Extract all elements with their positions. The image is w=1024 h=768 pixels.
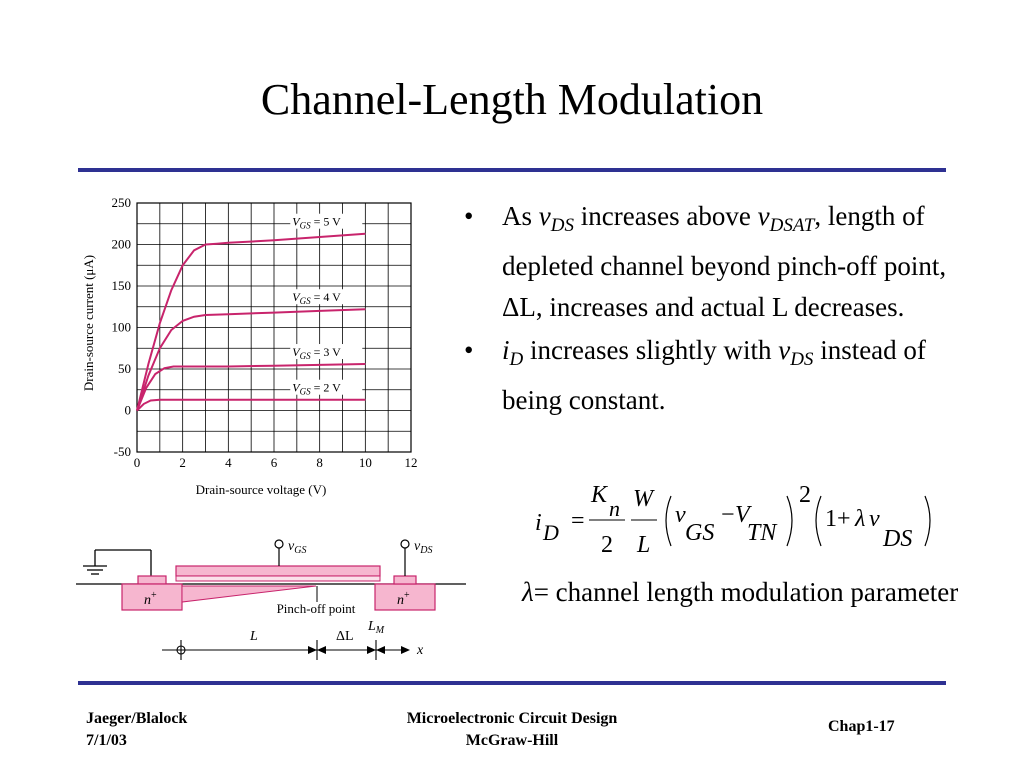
gate-oxide: [175, 575, 381, 582]
x-tick-label: 10: [359, 455, 372, 470]
svg-text:1+: 1+: [825, 506, 851, 532]
vgs-label: vGS: [288, 539, 306, 556]
ground-icon: [83, 549, 152, 582]
svg-text:=: =: [571, 508, 585, 534]
source-n-plus-label: n+: [144, 590, 157, 608]
svg-text:DS: DS: [882, 526, 912, 552]
slide-title: Channel-Length Modulation: [260, 75, 764, 124]
svg-text:v: v: [675, 502, 686, 528]
svg-text:i: i: [535, 510, 542, 536]
y-tick-label: 50: [118, 361, 131, 376]
y-tick-label: 250: [112, 195, 132, 210]
y-tick-label: -50: [114, 444, 131, 459]
svg-text:V: V: [735, 502, 752, 528]
y-tick-label: 100: [112, 320, 132, 335]
x-tick-label: 6: [271, 455, 278, 470]
series-label-bg: [290, 379, 363, 395]
y-tick-label: 200: [112, 237, 132, 252]
y-tick-label: 0: [125, 403, 132, 418]
chart-curves: [136, 232, 366, 412]
svg-text:L: L: [636, 532, 650, 558]
footer-page: Chap1-17: [828, 718, 895, 735]
channel-inversion: [181, 585, 317, 603]
delta-L-label: ΔL: [336, 629, 354, 644]
bullet-list: • As vDS increases above vDSAT, length o…: [462, 196, 962, 421]
bottom-divider: [78, 681, 946, 685]
drain-n-plus-label: n+: [397, 590, 410, 608]
series-line: [136, 232, 366, 411]
gate-electrode: [175, 565, 381, 577]
source-contact: [137, 575, 167, 585]
series-label: VGS = 5 V: [292, 215, 341, 231]
x-tick-label: 8: [316, 455, 323, 470]
svg-text:n: n: [609, 496, 620, 521]
x-tick-label: 2: [179, 455, 186, 470]
svg-text:2: 2: [799, 482, 811, 508]
vds-label: vDS: [414, 539, 432, 556]
bullet-item: • iD increases slightly with vDS instead…: [464, 335, 926, 415]
series-label-bg: [290, 344, 363, 360]
svg-text:D: D: [542, 520, 559, 545]
series-line: [136, 308, 366, 411]
x-axis-arrow-label: x: [416, 643, 424, 658]
chart-labels: VGS = 5 V VGS = 4 V VGS = 3 V VGS = 2 V: [290, 213, 363, 397]
drain-contact: [393, 575, 417, 585]
x-axis-label: Drain-source voltage (V): [196, 482, 327, 497]
bullet-item: • As vDS increases above vDSAT, length o…: [464, 201, 947, 322]
drain-current-equation: i D = K n 2 W L v GS − V TN 2 1+ λ v DS: [535, 482, 931, 558]
series-label: VGS = 4 V: [292, 290, 341, 306]
series-line: [136, 363, 366, 411]
plot-frame: [136, 202, 412, 453]
svg-text:v: v: [869, 506, 880, 532]
series-label-bg: [290, 289, 363, 305]
series-label-bg: [290, 213, 363, 229]
lambda-definition: λ= channel length modulation parameter: [522, 577, 959, 607]
length-L-label: L: [249, 629, 258, 644]
series-label: VGS = 2 V: [292, 381, 341, 397]
footer-course: Microelectronic Circuit Design McGraw-Hi…: [406, 710, 618, 749]
source-region: [121, 583, 183, 611]
chart-grid: [136, 202, 412, 453]
drain-terminal-icon: [400, 539, 410, 549]
LM-label: LM: [367, 619, 385, 636]
x-tick-label: 0: [134, 455, 141, 470]
pinch-off-label: Pinch-off point: [277, 601, 356, 616]
y-axis-label: Drain-source current (μA): [81, 255, 96, 391]
gate-terminal-icon: [274, 539, 284, 549]
footer-author: Jaeger/Blalock 7/1/03: [86, 710, 188, 749]
series-label: VGS = 3 V: [292, 345, 341, 361]
svg-text:−: −: [721, 502, 735, 528]
top-divider: [78, 168, 946, 172]
x-tick-label: 4: [225, 455, 232, 470]
svg-text:λ: λ: [854, 506, 865, 532]
svg-text:2: 2: [601, 532, 613, 558]
svg-text:GS: GS: [685, 520, 714, 546]
svg-text:TN: TN: [747, 520, 778, 546]
mosfet-cross-section: vGS vDS n+ n+ Pinch-off point L ΔL LM x: [76, 539, 466, 660]
svg-text:K: K: [590, 482, 609, 508]
series-line: [136, 398, 366, 412]
x-tick-label: 12: [405, 455, 418, 470]
y-tick-label: 150: [112, 278, 132, 293]
svg-text:W: W: [633, 486, 655, 512]
